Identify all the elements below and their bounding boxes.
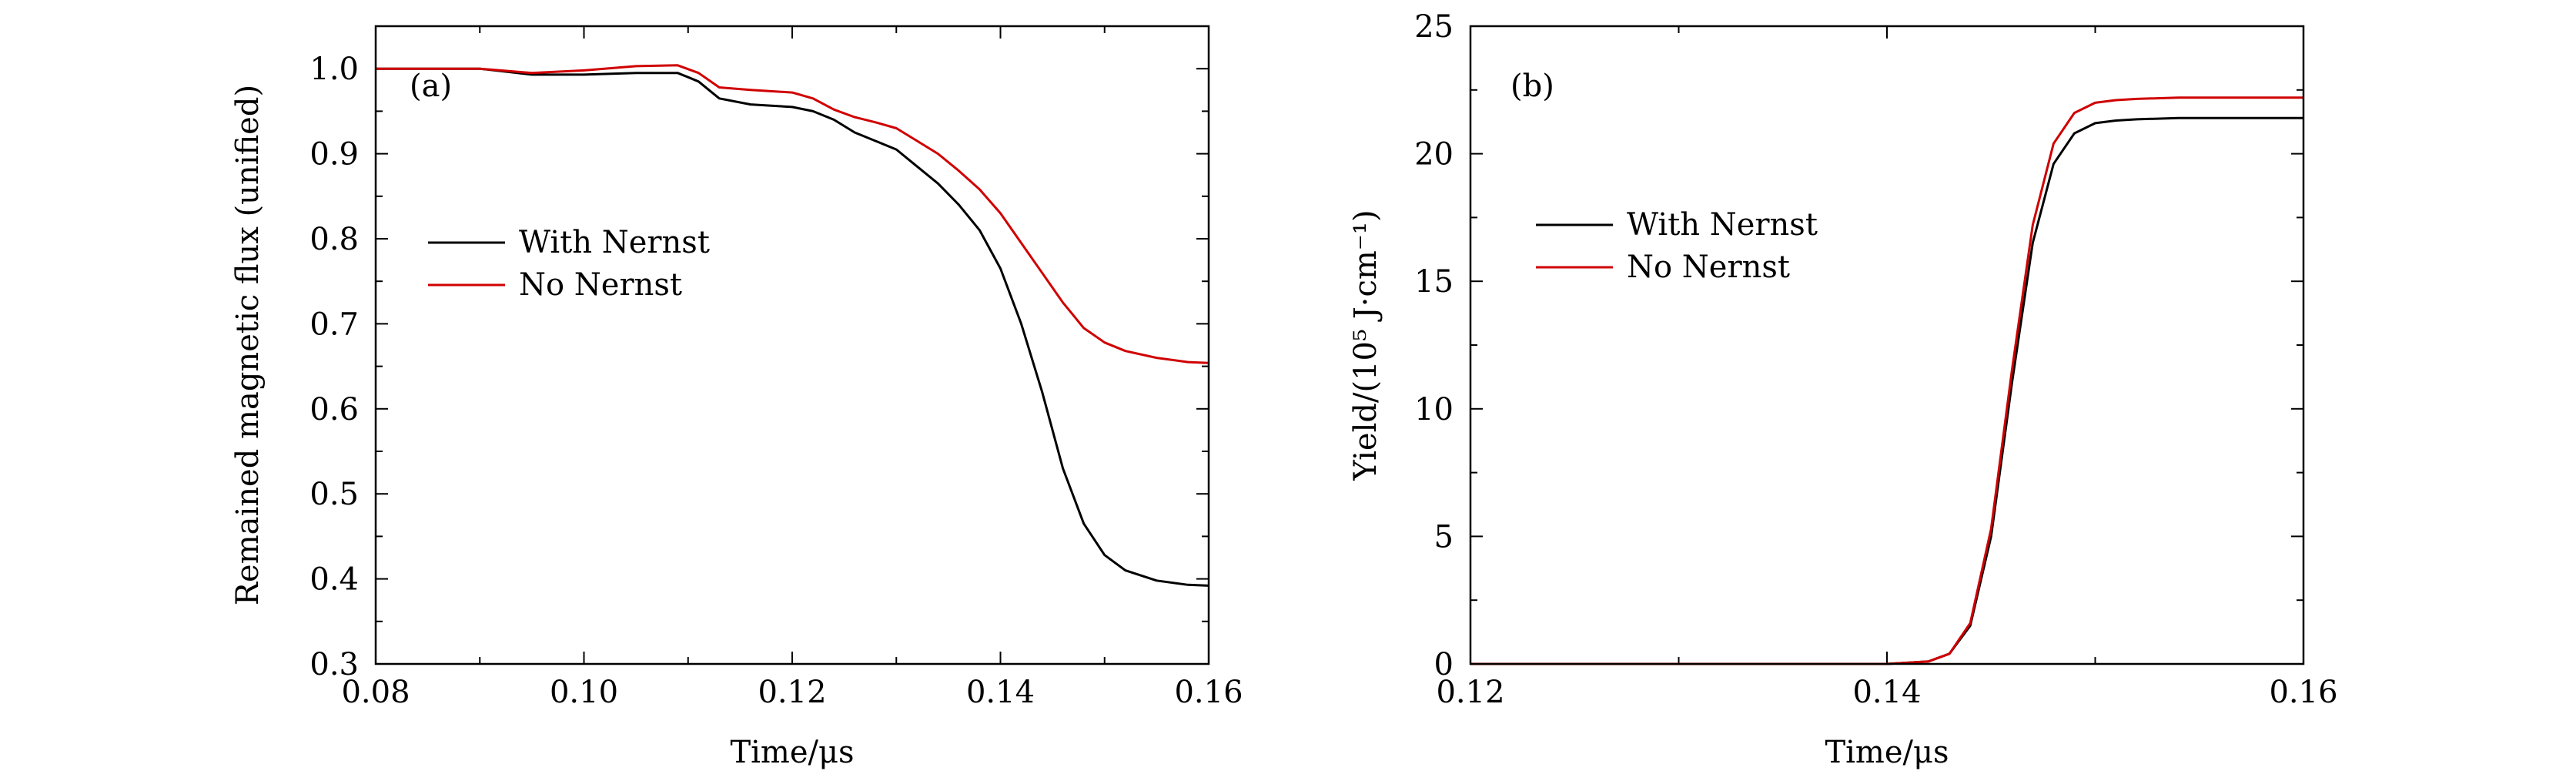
x-tick-label: 0.16 bbox=[1174, 675, 1243, 710]
y-tick-label: 0.3 bbox=[309, 647, 359, 682]
x-tick-label: 0.16 bbox=[2269, 675, 2337, 710]
y-tick-label: 0.9 bbox=[309, 137, 359, 173]
y-tick-label: 0.7 bbox=[309, 307, 359, 342]
series-line-with-nernst bbox=[1470, 116, 2303, 665]
legend-label: With Nernst bbox=[519, 225, 710, 260]
x-tick-label: 0.08 bbox=[341, 675, 410, 710]
legend-label: No Nernst bbox=[519, 267, 682, 303]
x-tick-label: 0.10 bbox=[550, 675, 618, 710]
plot-frame bbox=[1469, 25, 2305, 665]
panel-a: 0.08 0.10 0.12 0.14 0.16 0.3 0.4 0.5 0.6 0.7 0.8 0.… bbox=[230, 25, 1243, 770]
y-tick-label: 0.8 bbox=[309, 222, 359, 257]
y-axis-label: Remained magnetic flux (unified) bbox=[230, 85, 266, 605]
y-tick-label: 20 bbox=[1414, 137, 1454, 173]
x-axis-label: Time/μs bbox=[1825, 735, 1949, 770]
y-axis-label: Yield/(10⁵ J·cm⁻¹) bbox=[1348, 209, 1383, 481]
plot-frame bbox=[374, 25, 1210, 665]
y-tick-label: 0.5 bbox=[309, 477, 359, 512]
x-tick-label: 0.12 bbox=[1436, 675, 1504, 710]
y-tick-label: 5 bbox=[1434, 519, 1454, 555]
series-line-no-nernst bbox=[376, 64, 1209, 364]
x-axis-label: Time/μs bbox=[730, 735, 854, 770]
legend-label: With Nernst bbox=[1627, 207, 1818, 243]
legend-label: No Nernst bbox=[1627, 250, 1790, 285]
y-tick-label: 10 bbox=[1414, 392, 1454, 427]
x-tick-label: 0.12 bbox=[758, 675, 826, 710]
x-tick-label: 0.14 bbox=[1852, 675, 1921, 710]
y-tick-label: 0.6 bbox=[309, 392, 359, 427]
x-tick-label: 0.14 bbox=[966, 675, 1035, 710]
y-tick-label: 25 bbox=[1414, 9, 1454, 45]
panel-tag: (a) bbox=[410, 69, 452, 104]
y-tick-label: 0.4 bbox=[309, 562, 359, 598]
y-tick-label: 1.0 bbox=[309, 52, 359, 87]
panel-b: 0.12 0.14 0.16 0 5 10 15 20 25 (b) With Nernst No N… bbox=[1348, 9, 2338, 770]
y-tick-label: 0 bbox=[1434, 647, 1454, 682]
y-tick-label: 15 bbox=[1414, 264, 1454, 300]
series-line-with-nernst bbox=[376, 67, 1209, 587]
panel-tag: (b) bbox=[1510, 69, 1554, 104]
series-line-no-nernst bbox=[1470, 96, 2303, 665]
